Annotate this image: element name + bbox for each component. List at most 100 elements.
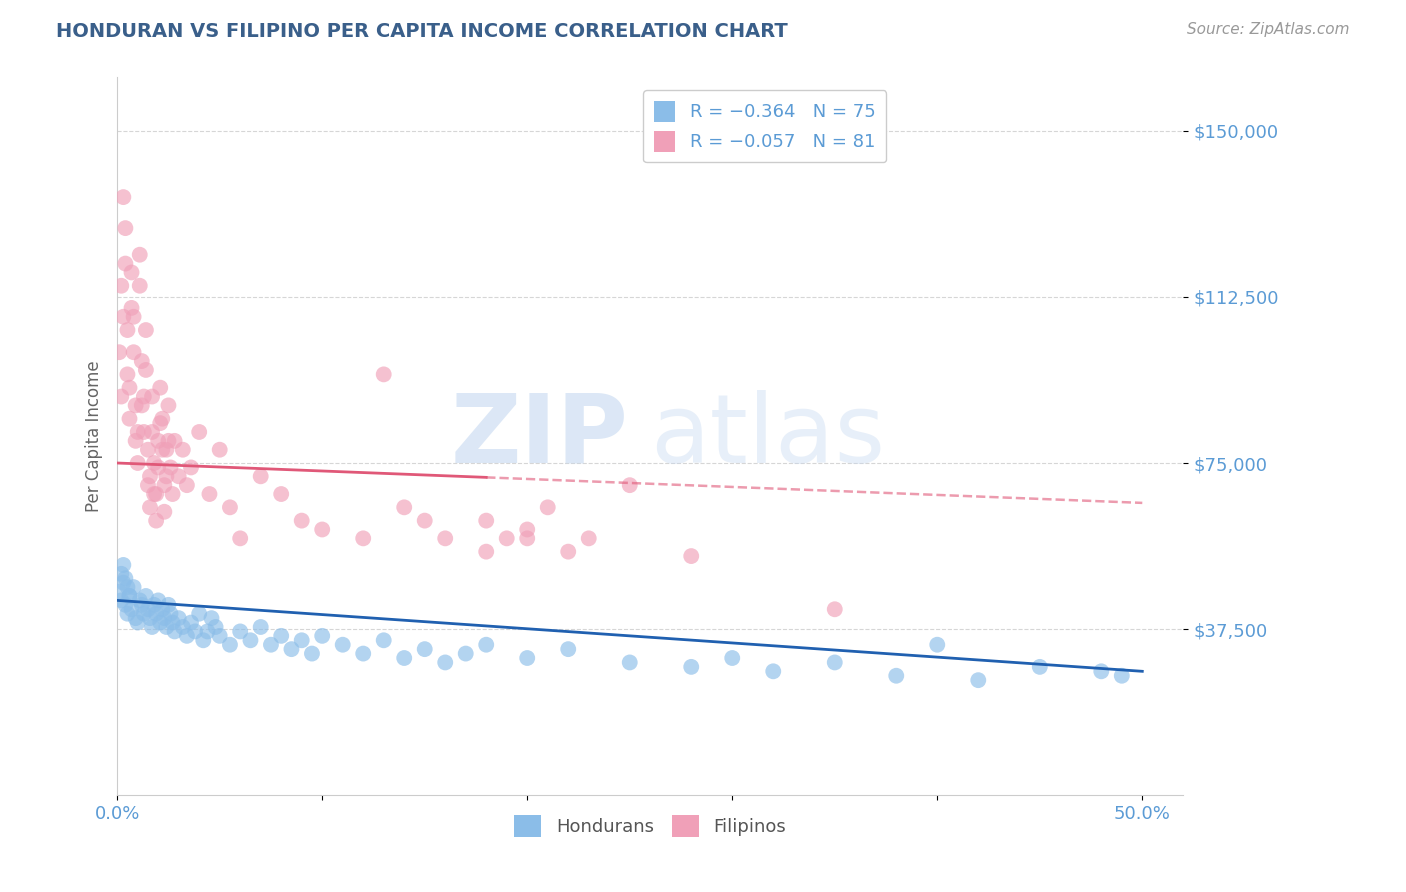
- Point: [117, 580, 139, 594]
- Point: [475, 638, 498, 652]
- Point: [162, 487, 184, 501]
- Point: [619, 656, 641, 670]
- Point: [121, 265, 143, 279]
- Point: [141, 390, 163, 404]
- Text: atlas: atlas: [650, 390, 886, 483]
- Point: [176, 478, 198, 492]
- Point: [132, 607, 155, 621]
- Point: [884, 669, 907, 683]
- Point: [311, 629, 333, 643]
- Point: [516, 523, 538, 537]
- Point: [219, 638, 242, 652]
- Point: [824, 656, 846, 670]
- Point: [145, 514, 167, 528]
- Point: [332, 638, 354, 652]
- Point: [127, 425, 149, 439]
- Point: [141, 620, 163, 634]
- Point: [127, 615, 149, 630]
- Point: [136, 442, 159, 457]
- Point: [193, 633, 215, 648]
- Point: [121, 301, 143, 315]
- Point: [188, 607, 211, 621]
- Point: [127, 456, 149, 470]
- Point: [967, 673, 990, 688]
- Point: [145, 607, 167, 621]
- Point: [1111, 669, 1133, 683]
- Point: [122, 345, 145, 359]
- Point: [124, 398, 146, 412]
- Point: [150, 411, 173, 425]
- Point: [143, 456, 166, 470]
- Point: [172, 442, 194, 457]
- Point: [516, 651, 538, 665]
- Legend: Hondurans, Filipinos: Hondurans, Filipinos: [508, 807, 793, 844]
- Point: [128, 248, 150, 262]
- Point: [208, 629, 231, 643]
- Point: [1029, 660, 1052, 674]
- Point: [132, 390, 155, 404]
- Point: [184, 624, 207, 639]
- Point: [150, 602, 173, 616]
- Text: HONDURAN VS FILIPINO PER CAPITA INCOME CORRELATION CHART: HONDURAN VS FILIPINO PER CAPITA INCOME C…: [56, 22, 787, 41]
- Point: [114, 571, 136, 585]
- Point: [131, 598, 153, 612]
- Point: [824, 602, 846, 616]
- Point: [159, 607, 181, 621]
- Point: [153, 478, 176, 492]
- Point: [148, 434, 170, 448]
- Point: [135, 589, 157, 603]
- Point: [270, 487, 292, 501]
- Point: [132, 425, 155, 439]
- Point: [157, 434, 180, 448]
- Point: [155, 442, 177, 457]
- Point: [159, 460, 181, 475]
- Point: [149, 381, 172, 395]
- Point: [118, 589, 141, 603]
- Point: [163, 624, 186, 639]
- Point: [167, 611, 190, 625]
- Point: [112, 310, 135, 324]
- Point: [163, 434, 186, 448]
- Point: [155, 469, 177, 483]
- Point: [135, 323, 157, 337]
- Point: [204, 620, 226, 634]
- Point: [110, 593, 132, 607]
- Point: [153, 505, 176, 519]
- Point: [117, 607, 139, 621]
- Point: [148, 593, 170, 607]
- Point: [270, 629, 292, 643]
- Point: [516, 532, 538, 546]
- Point: [110, 390, 132, 404]
- Point: [150, 442, 173, 457]
- Point: [392, 651, 415, 665]
- Point: [117, 368, 139, 382]
- Point: [200, 611, 222, 625]
- Point: [180, 460, 202, 475]
- Point: [721, 651, 744, 665]
- Point: [197, 624, 219, 639]
- Point: [136, 478, 159, 492]
- Y-axis label: Per Capita Income: Per Capita Income: [86, 360, 103, 512]
- Point: [124, 611, 146, 625]
- Point: [188, 425, 211, 439]
- Point: [108, 584, 131, 599]
- Point: [112, 575, 135, 590]
- Point: [301, 647, 323, 661]
- Point: [143, 598, 166, 612]
- Point: [280, 642, 302, 657]
- Point: [229, 532, 252, 546]
- Point: [557, 642, 579, 657]
- Point: [762, 665, 785, 679]
- Point: [537, 500, 560, 515]
- Point: [475, 514, 498, 528]
- Point: [110, 566, 132, 581]
- Point: [141, 425, 163, 439]
- Point: [176, 629, 198, 643]
- Point: [114, 598, 136, 612]
- Point: [162, 615, 184, 630]
- Point: [413, 514, 436, 528]
- Point: [122, 310, 145, 324]
- Point: [373, 633, 395, 648]
- Point: [124, 434, 146, 448]
- Point: [157, 598, 180, 612]
